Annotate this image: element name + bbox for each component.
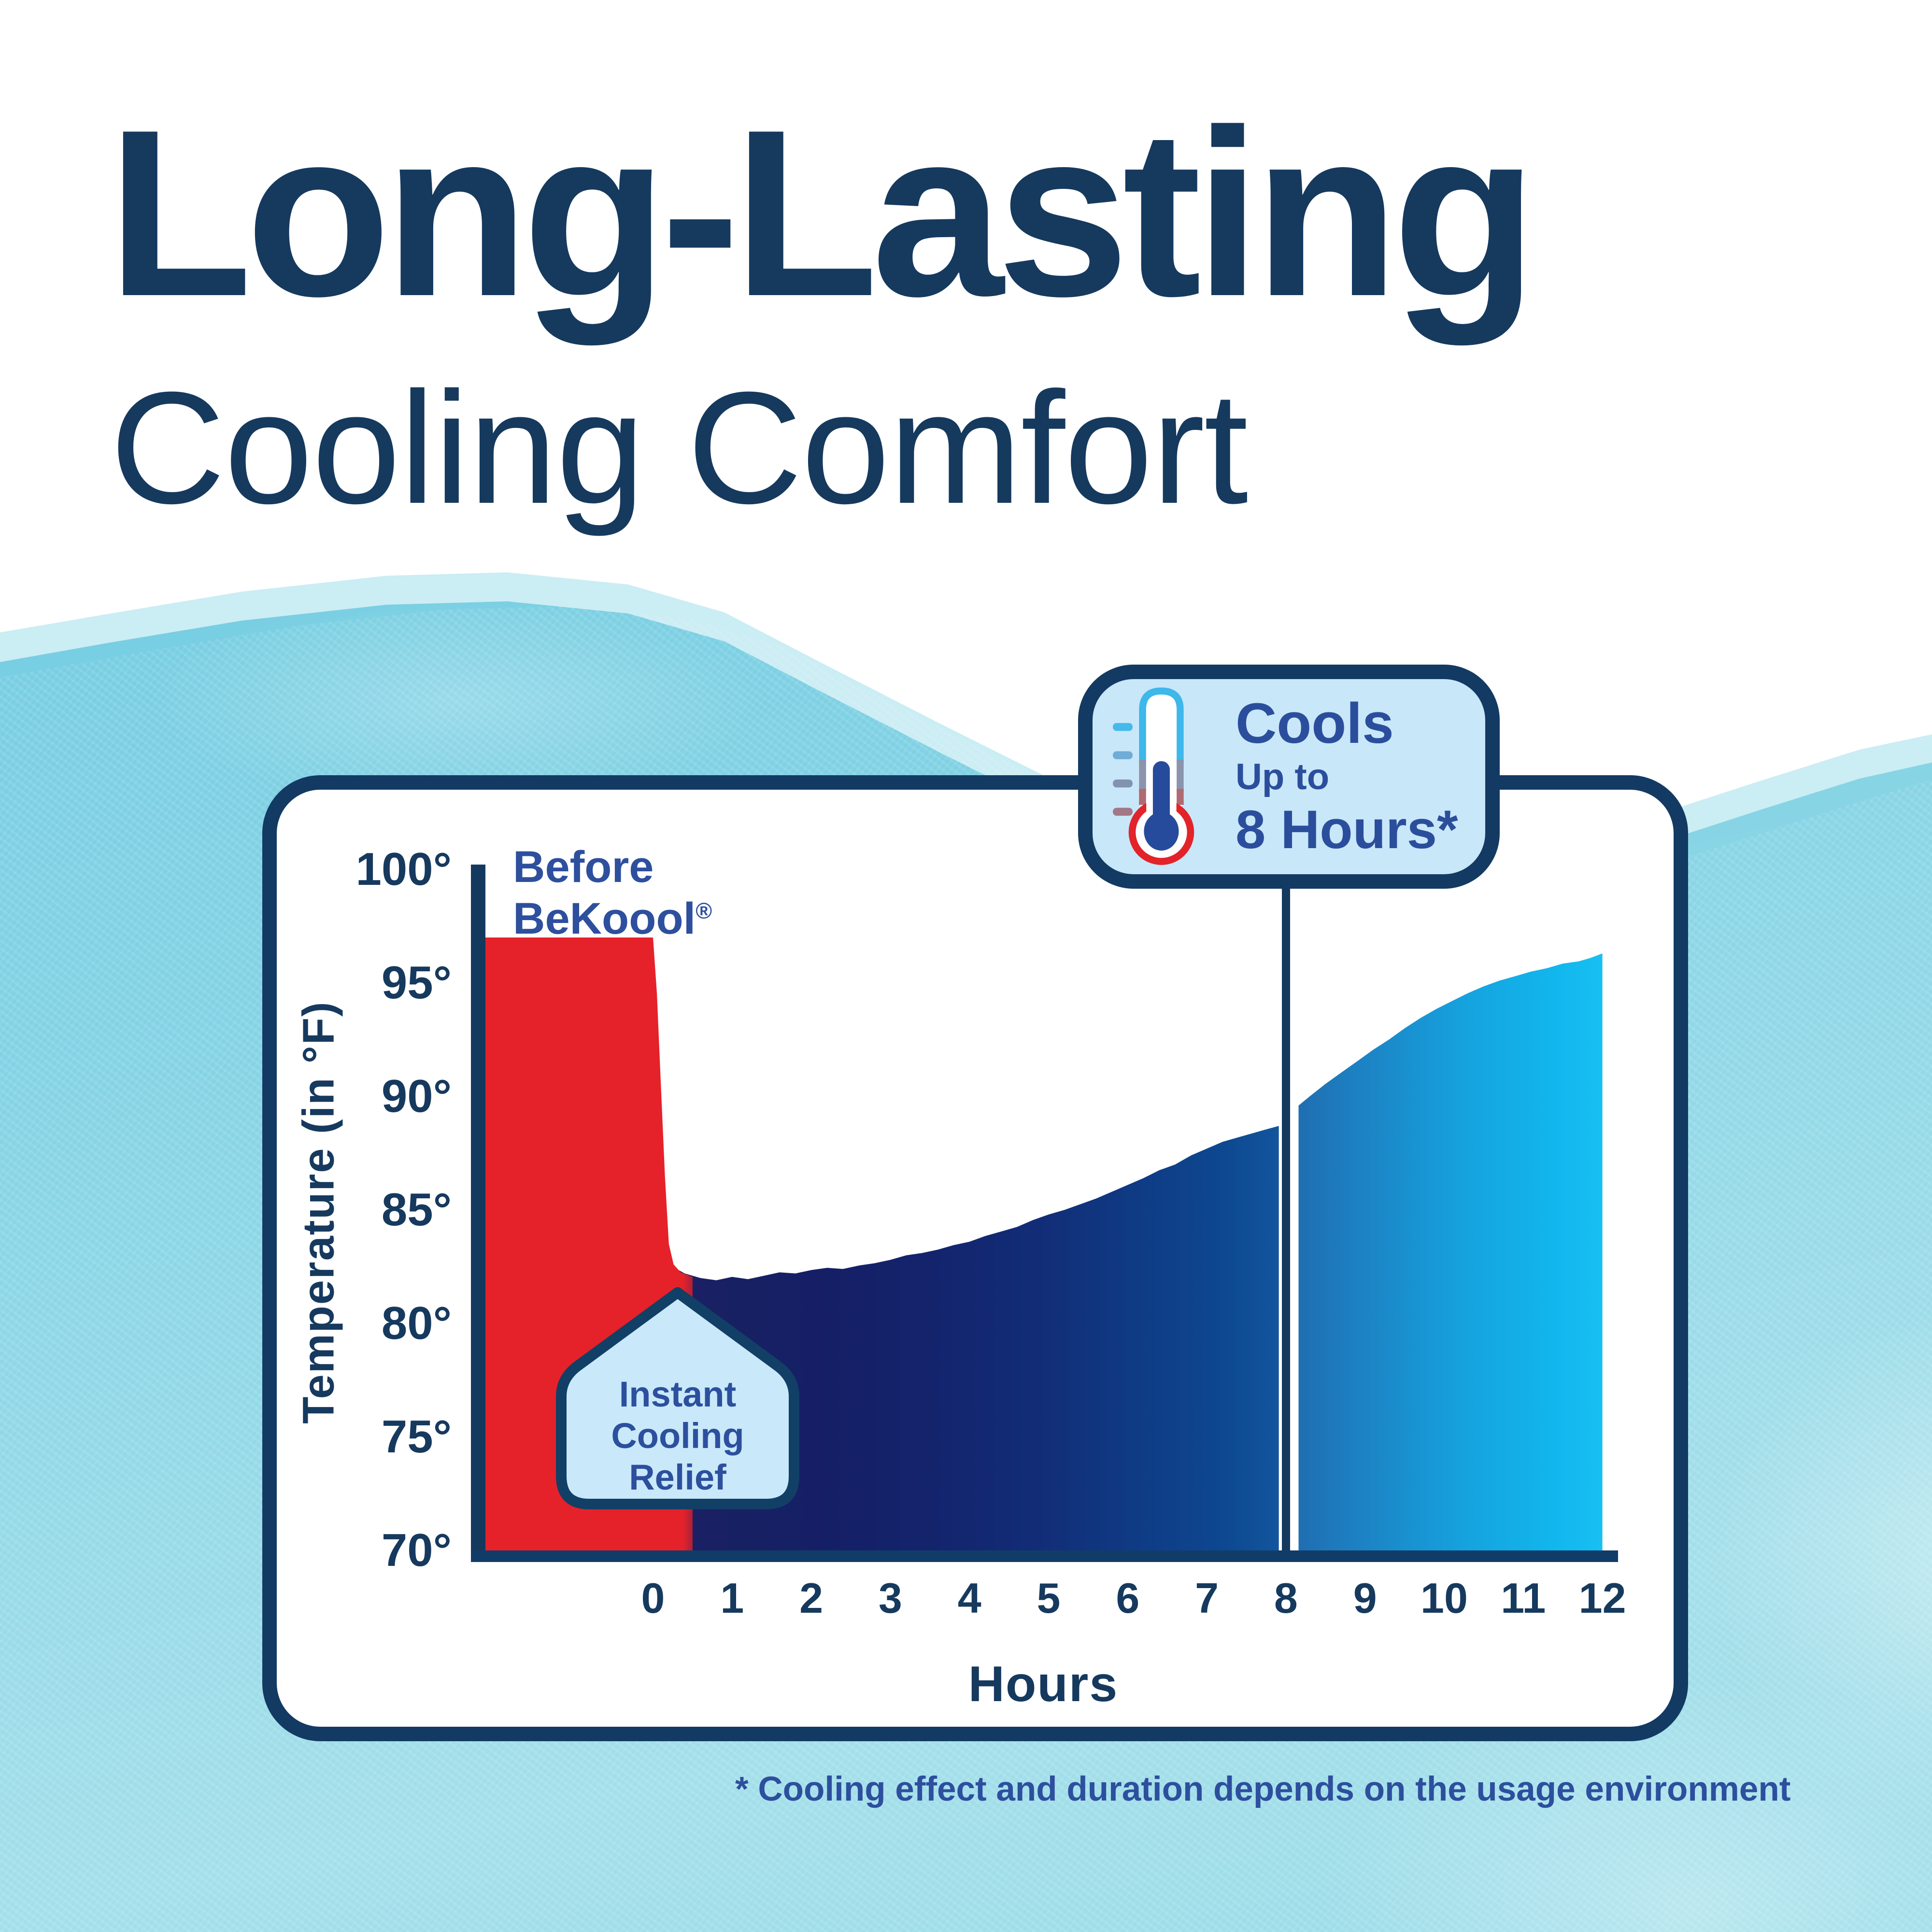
x-tick-label-9: 9 [1353, 1574, 1377, 1622]
cools-callout-badge: Cools Up to 8 Hours* [1078, 665, 1500, 889]
thermometer-icon [1113, 687, 1194, 865]
footnote: * Cooling effect and duration depends on… [735, 1770, 1791, 1808]
x-tick-label-1: 1 [720, 1574, 744, 1622]
x-tick-label-3: 3 [878, 1574, 902, 1622]
relief-line1: Instant [619, 1374, 737, 1414]
y-axis-line [471, 865, 485, 1562]
callout-text: Cools Up to 8 Hours* [1236, 694, 1458, 859]
x-tick-label-7: 7 [1195, 1574, 1219, 1622]
y-tick-label-75: 75° [381, 1411, 452, 1463]
y-tick-label-100: 100° [355, 843, 452, 895]
page-title: Long-Lasting [107, 81, 1537, 346]
relief-line3: Relief [629, 1457, 726, 1497]
before-label-brand: BeKoool [513, 894, 696, 943]
y-tick-label-70: 70° [381, 1524, 452, 1576]
callout-line2: Up to [1236, 756, 1330, 797]
y-tick-label-90: 90° [381, 1070, 452, 1122]
y-tick-label-80: 80° [381, 1297, 452, 1349]
relief-badge-text: Instant Cooling Relief [554, 1374, 801, 1498]
callout-line3: 8 Hours* [1236, 799, 1458, 860]
x-tick-label-6: 6 [1116, 1574, 1140, 1622]
x-tick-label-5: 5 [1037, 1574, 1061, 1622]
x-tick-label-8: 8 [1274, 1574, 1298, 1622]
x-tick-label-11: 11 [1501, 1574, 1546, 1622]
callout-line1: Cools [1236, 691, 1394, 755]
y-tick-label-85: 85° [381, 1184, 452, 1236]
x-tick-label-0: 0 [641, 1574, 665, 1622]
x-tick-label-2: 2 [799, 1574, 824, 1622]
x-axis-title: Hours [968, 1656, 1119, 1712]
relief-line2: Cooling [611, 1415, 744, 1456]
before-bekoool-label: Before BeKoool® [513, 841, 712, 944]
page-subtitle: Cooling Comfort [110, 358, 1248, 537]
registered-mark: ® [696, 898, 712, 923]
x-tick-label-4: 4 [957, 1574, 981, 1622]
before-label-line1: Before [513, 842, 654, 892]
eight-hour-callout-line [1282, 884, 1291, 1550]
x-axis-line [471, 1550, 1618, 1562]
x-tick-label-12: 12 [1578, 1574, 1626, 1622]
y-tick-label-95: 95° [381, 957, 452, 1009]
x-tick-label-10: 10 [1421, 1574, 1468, 1622]
relief-badge-shape [556, 1287, 799, 1509]
